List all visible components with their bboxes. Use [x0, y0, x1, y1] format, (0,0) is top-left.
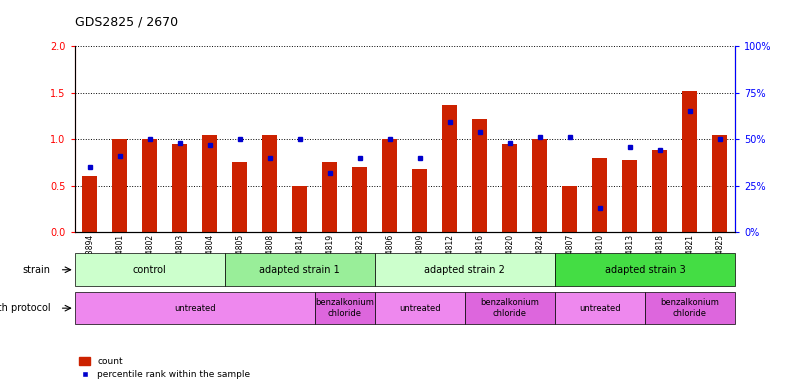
Bar — [263, 134, 277, 232]
Bar — [83, 177, 97, 232]
Bar — [502, 144, 517, 232]
Bar — [645, 292, 735, 324]
Text: benzalkonium
chloride: benzalkonium chloride — [315, 298, 374, 318]
Bar — [202, 134, 217, 232]
Bar — [322, 162, 337, 232]
Bar — [292, 186, 307, 232]
Bar — [375, 253, 555, 286]
Text: untreated: untreated — [399, 304, 441, 313]
Text: GDS2825 / 2670: GDS2825 / 2670 — [75, 15, 178, 28]
Bar — [712, 134, 727, 232]
Bar — [472, 119, 487, 232]
Text: benzalkonium
chloride: benzalkonium chloride — [480, 298, 539, 318]
Text: adapted strain 3: adapted strain 3 — [604, 265, 685, 275]
Bar — [593, 158, 608, 232]
Bar — [75, 253, 225, 286]
Text: control: control — [133, 265, 167, 275]
Bar — [562, 186, 578, 232]
Bar — [314, 292, 375, 324]
Text: untreated: untreated — [174, 304, 215, 313]
Bar — [652, 151, 667, 232]
Text: benzalkonium
chloride: benzalkonium chloride — [660, 298, 719, 318]
Bar — [142, 139, 157, 232]
Bar — [555, 292, 645, 324]
Text: untreated: untreated — [579, 304, 621, 313]
Bar — [555, 253, 735, 286]
Bar — [682, 91, 697, 232]
Bar — [532, 139, 547, 232]
Bar — [623, 160, 637, 232]
Bar — [232, 162, 248, 232]
Text: adapted strain 2: adapted strain 2 — [424, 265, 505, 275]
Text: strain: strain — [23, 265, 50, 275]
Bar — [172, 144, 187, 232]
Bar — [465, 292, 555, 324]
Bar — [225, 253, 375, 286]
Bar — [413, 169, 428, 232]
Bar — [112, 139, 127, 232]
Text: growth protocol: growth protocol — [0, 303, 50, 313]
Bar — [443, 105, 457, 232]
Bar — [352, 167, 367, 232]
Legend: count, percentile rank within the sample: count, percentile rank within the sample — [79, 357, 251, 379]
Bar — [375, 292, 465, 324]
Bar — [382, 139, 397, 232]
Text: adapted strain 1: adapted strain 1 — [259, 265, 340, 275]
Bar — [75, 292, 314, 324]
